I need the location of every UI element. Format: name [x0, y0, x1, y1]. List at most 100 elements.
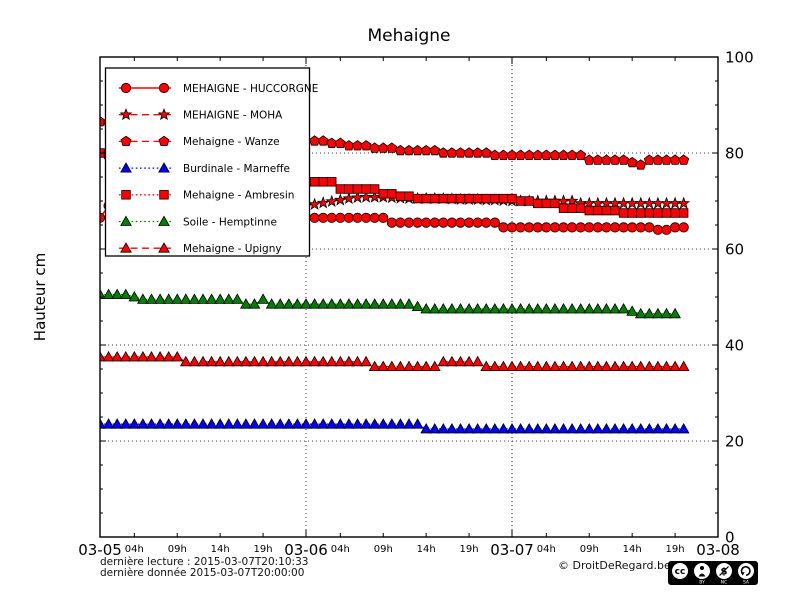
data-point-marker: [437, 422, 450, 434]
data-point-marker: [157, 107, 171, 121]
data-point-marker: [412, 217, 423, 228]
legend-label: MEHAIGNE - HUCCORGNE: [183, 83, 318, 95]
data-point-marker: [643, 422, 656, 434]
data-point-marker: [515, 149, 527, 161]
data-point-marker: [600, 302, 613, 314]
data-point-marker: [498, 222, 509, 233]
legend-label: Mehaigne - Ambresin: [183, 190, 294, 202]
data-point-marker: [352, 212, 363, 223]
data-point-marker: [523, 302, 536, 314]
data-point-marker: [524, 196, 534, 206]
data-point-marker: [583, 360, 596, 372]
data-point-marker: [660, 360, 673, 372]
data-point-marker: [601, 222, 612, 233]
data-point-marker: [222, 418, 235, 429]
data-point-marker: [351, 355, 364, 367]
data-point-marker: [179, 293, 192, 304]
data-point-marker: [265, 298, 278, 309]
data-point-marker: [609, 360, 621, 372]
legend-item-huccorgne: MEHAIGNE - HUCCORGNE: [119, 83, 318, 95]
data-point-marker: [145, 293, 158, 304]
data-point-marker: [455, 147, 466, 158]
data-point-marker: [325, 418, 338, 429]
data-point-marker: [335, 212, 346, 223]
data-point-marker: [162, 293, 175, 304]
data-point-marker: [618, 208, 629, 218]
data-point-marker: [205, 293, 218, 304]
data-point-marker: [386, 142, 398, 153]
x-tick-label: 03-05: [78, 541, 122, 559]
data-point-marker: [626, 305, 639, 316]
data-point-marker: [137, 418, 149, 429]
data-point-marker: [437, 302, 450, 314]
data-point-marker: [317, 135, 329, 146]
data-point-marker: [489, 217, 500, 228]
data-point-marker: [385, 298, 398, 309]
data-point-marker: [669, 222, 681, 233]
cc-license-badge: cc $ BY NC SA: [668, 561, 758, 585]
data-point-marker: [428, 422, 441, 434]
data-point-marker: [102, 418, 115, 429]
legend-box: [104, 67, 311, 257]
data-point-marker: [617, 422, 630, 434]
data-point-marker: [583, 422, 596, 434]
data-point-marker: [412, 144, 424, 156]
data-point-marker: [334, 298, 347, 309]
data-point-marker: [497, 302, 510, 314]
data-point-marker: [609, 154, 621, 165]
data-point-marker: [480, 360, 493, 372]
data-point-marker: [265, 355, 278, 367]
data-point-marker: [575, 149, 587, 161]
data-point-marker: [120, 215, 132, 226]
data-point-marker: [411, 360, 424, 372]
data-point-marker: [677, 422, 690, 434]
data-point-marker: [471, 422, 484, 434]
data-point-marker: [158, 242, 170, 253]
data-point-marker: [137, 293, 149, 304]
data-point-marker: [575, 203, 586, 213]
data-point-marker: [472, 217, 483, 228]
data-point-marker: [591, 422, 604, 434]
data-point-marker: [558, 149, 569, 161]
data-point-marker: [463, 147, 475, 158]
data-point-marker: [377, 298, 390, 309]
data-point-marker: [421, 193, 431, 204]
data-point-marker: [420, 302, 433, 314]
data-point-marker: [121, 190, 131, 200]
data-point-marker: [454, 302, 467, 314]
data-point-marker: [514, 422, 527, 434]
data-point-marker: [403, 144, 415, 156]
data-point-marker: [309, 135, 321, 146]
data-point-marker: [342, 191, 356, 205]
data-point-marker: [523, 149, 535, 161]
svg-text:$: $: [721, 567, 728, 578]
data-point-marker: [481, 193, 491, 204]
data-point-marker: [506, 149, 518, 161]
data-point-marker: [352, 140, 363, 151]
data-point-marker: [446, 147, 458, 158]
data-point-marker: [642, 196, 656, 209]
by-icon: [694, 563, 710, 579]
data-point-marker: [257, 355, 269, 367]
data-point-marker: [377, 360, 390, 372]
data-point-marker: [412, 193, 423, 204]
data-point-marker: [490, 193, 500, 204]
data-point-marker: [274, 355, 287, 367]
data-point-marker: [394, 360, 407, 372]
x-tick-label: 03-07: [490, 541, 534, 559]
data-point-marker: [394, 298, 407, 309]
data-point-marker: [102, 288, 115, 300]
data-point-marker: [634, 422, 647, 434]
data-point-marker: [257, 418, 269, 429]
data-point-marker: [566, 422, 578, 434]
data-point-marker: [420, 144, 432, 156]
data-point-marker: [403, 360, 415, 372]
data-point-marker: [317, 418, 330, 429]
data-point-marker: [541, 222, 552, 233]
series-upigny: [99, 350, 690, 372]
data-point-marker: [531, 422, 544, 434]
data-point-marker: [430, 193, 440, 204]
data-point-marker: [291, 418, 304, 429]
data-point-marker: [463, 355, 475, 367]
data-point-marker: [119, 288, 132, 300]
